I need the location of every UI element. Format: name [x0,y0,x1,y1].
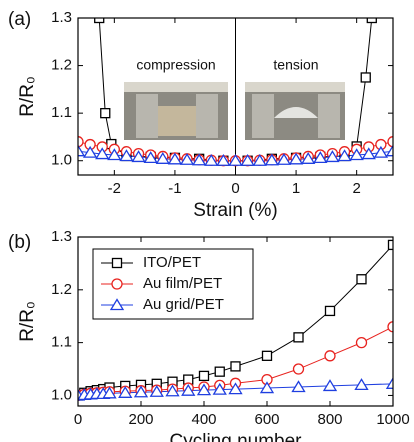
x-tick-label: 800 [317,411,342,428]
y-tick-label: 1.0 [51,152,72,169]
y-tick-label: 1.1 [51,334,72,351]
marker [230,361,241,372]
plot-frame [77,17,394,176]
x-tick-label: -2 [108,180,121,197]
marker [131,150,146,163]
marker [259,381,275,394]
marker [387,136,393,148]
x-tick-label: 400 [191,411,216,428]
marker [261,350,273,361]
marker [301,152,316,164]
x-tick-label: 0 [74,411,82,428]
marker [349,148,364,161]
marker [354,378,369,391]
marker [181,383,196,396]
marker [192,153,207,166]
y-axis-label: R/R₀ [17,301,38,342]
marker [78,144,86,157]
marker [387,239,393,251]
y-tick-label: 1.1 [51,104,72,121]
marker [325,150,340,163]
plot-frame [77,236,394,407]
y-tick-label: 1.2 [51,57,72,74]
plot-area [78,239,393,402]
marker [293,332,304,343]
marker [360,72,371,83]
marker [198,370,210,382]
marker [165,384,180,397]
marker [155,152,170,164]
marker [102,386,117,399]
marker [179,153,195,165]
legend-label: Au grid/PET [143,296,224,313]
marker [324,305,336,317]
annotation: compression [136,57,215,73]
marker [313,151,328,164]
x-tick-label: 1000 [376,411,409,428]
marker [385,144,393,157]
y-tick-label: 1.3 [51,228,72,245]
marker [264,153,279,166]
y-tick-label: 1.2 [51,281,72,298]
legend-label: Au film/PET [143,275,222,292]
marker [361,147,376,160]
marker [276,153,292,165]
marker [119,149,134,162]
marker [228,153,243,166]
y-tick-label: 1.3 [51,9,72,26]
marker [337,149,352,162]
marker [252,153,267,166]
y-axis-label: R/R₀ [17,76,38,117]
marker [216,153,231,166]
marker [385,377,393,389]
legend-marker [111,278,123,290]
marker [107,148,122,161]
inset-photo [124,82,228,140]
x-axis-label: Cycling number [170,431,303,442]
marker [204,153,219,166]
marker [143,151,158,164]
marker [228,382,243,395]
legend-label: ITO/PET [143,254,201,271]
marker [100,108,111,119]
marker [196,383,212,396]
marker [214,366,225,377]
marker [355,336,368,349]
x-tick-label: 2 [352,180,360,197]
marker [149,384,164,397]
x-tick-label: 1 [292,180,300,197]
marker [118,386,133,398]
marker [288,152,304,165]
marker [167,152,183,165]
marker [356,274,367,285]
plot-area [78,18,393,167]
marker [82,145,98,158]
marker [322,379,338,392]
annotation: tension [273,57,318,73]
marker [78,136,84,148]
marker [133,385,149,398]
marker [212,382,227,395]
x-tick-label: 600 [254,411,279,428]
inset-photo [245,82,345,140]
legend-marker [111,257,123,269]
x-tick-label: -1 [168,180,181,197]
marker [292,363,305,375]
x-tick-label: 0 [231,180,239,197]
marker [291,380,306,393]
legend-marker [109,298,125,311]
marker [94,18,105,24]
marker [95,147,110,160]
marker [366,18,377,24]
x-tick-label: 200 [128,411,153,428]
marker [373,145,389,158]
panel-label: (a) [8,9,31,30]
y-tick-label: 1.0 [51,386,72,403]
marker [240,153,255,166]
marker [387,321,393,333]
panel-label: (b) [8,232,31,253]
marker [324,350,336,362]
x-axis-label: Strain (%) [193,200,277,221]
